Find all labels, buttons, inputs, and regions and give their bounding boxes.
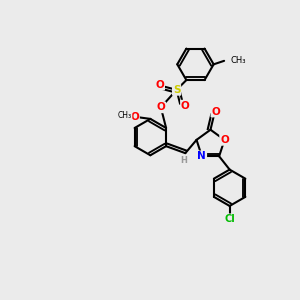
Text: O: O (157, 102, 165, 112)
Text: O: O (220, 135, 229, 145)
Text: O: O (181, 100, 190, 111)
Text: S: S (173, 85, 180, 95)
Text: CH₃: CH₃ (230, 56, 246, 64)
Text: O: O (155, 80, 164, 90)
Text: N: N (197, 151, 206, 161)
Text: O: O (130, 112, 139, 122)
Text: H: H (180, 156, 187, 165)
Text: CH₃: CH₃ (118, 111, 132, 120)
Text: O: O (212, 106, 220, 116)
Text: Cl: Cl (224, 214, 235, 224)
